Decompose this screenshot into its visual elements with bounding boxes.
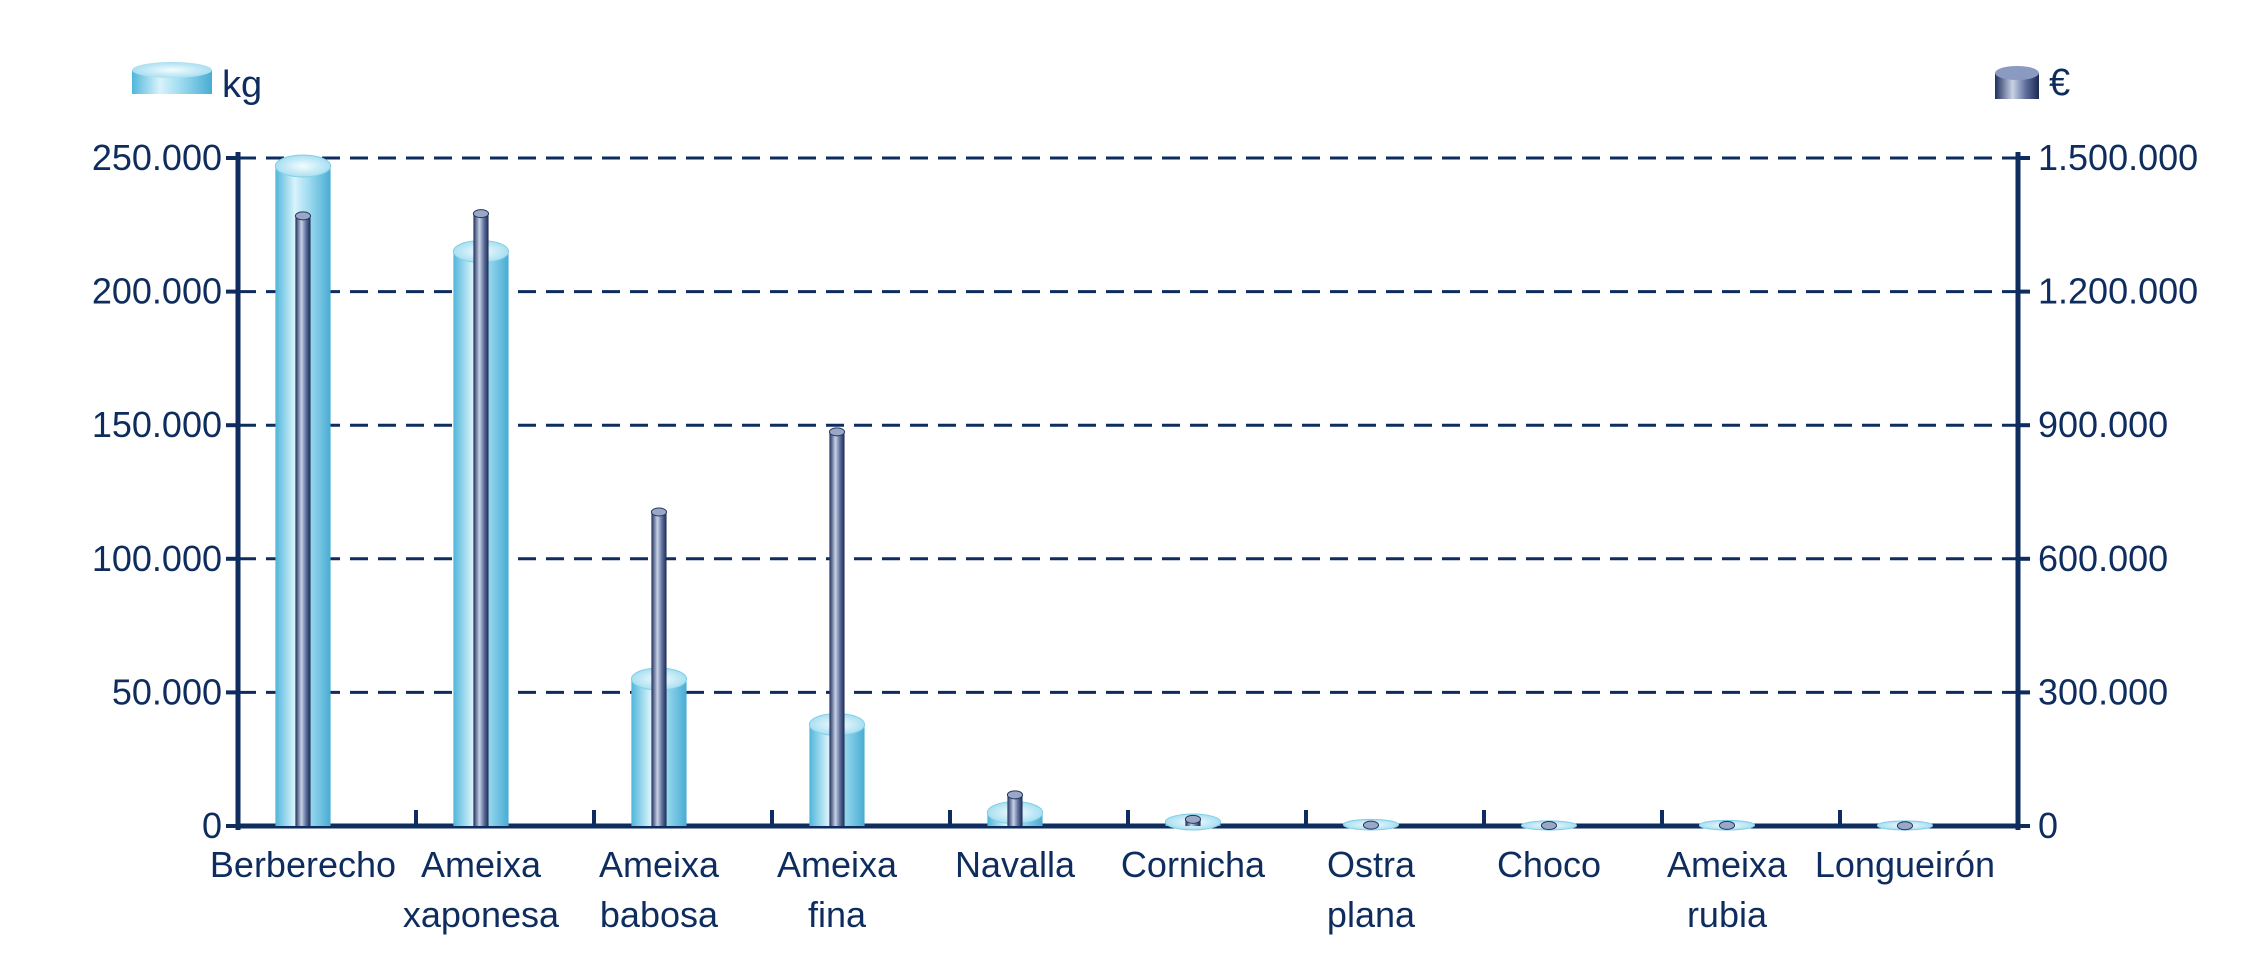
category-label: Berberecho bbox=[210, 844, 396, 885]
gridlines bbox=[238, 156, 2018, 694]
eur-bar bbox=[1007, 794, 1023, 826]
left-tick-label: 100.000 bbox=[92, 538, 222, 579]
kg-bar-top bbox=[274, 154, 332, 178]
left-tick-label: 250.000 bbox=[92, 137, 222, 178]
eur-bar-top bbox=[650, 507, 668, 517]
eur-bar bbox=[651, 512, 667, 826]
eur-bar bbox=[829, 431, 845, 826]
legend-kg: kg bbox=[132, 62, 262, 106]
category-label: Choco bbox=[1497, 844, 1601, 885]
category-label: Cornicha bbox=[1121, 844, 1266, 885]
eur-bar-top bbox=[828, 427, 846, 437]
category-label: fina bbox=[808, 894, 867, 935]
eur-bar bbox=[295, 215, 311, 827]
legend-eur-label: € bbox=[2049, 62, 2070, 104]
right-tick-label: 1.200.000 bbox=[2038, 271, 2198, 312]
left-tick-label: 200.000 bbox=[92, 271, 222, 312]
category-label: xaponesa bbox=[403, 894, 560, 935]
tick-labels: 0 50.000 100.000 150.000 200.000 250.000 0 300.… bbox=[92, 137, 2198, 935]
eur-bar-top bbox=[472, 209, 490, 219]
legend-eur: € bbox=[1995, 62, 2070, 104]
kg-series bbox=[274, 154, 1934, 831]
category-label: Ameixa bbox=[777, 844, 898, 885]
left-tick-label: 0 bbox=[202, 805, 222, 846]
eur-bar-top bbox=[1896, 821, 1914, 831]
eur-bar-top bbox=[294, 211, 312, 221]
left-tick-label: 150.000 bbox=[92, 404, 222, 445]
eur-bar-top bbox=[1006, 790, 1024, 800]
right-tick-label: 900.000 bbox=[2038, 404, 2168, 445]
right-tick-label: 0 bbox=[2038, 805, 2058, 846]
category-label: Ameixa bbox=[421, 844, 542, 885]
legend-kg-label: kg bbox=[222, 64, 262, 106]
eur-bar bbox=[473, 213, 489, 826]
category-label: Navalla bbox=[955, 844, 1076, 885]
eur-bar-top bbox=[1540, 821, 1558, 831]
category-label: plana bbox=[1327, 894, 1416, 935]
eur-series bbox=[294, 209, 1914, 831]
right-tick-label: 1.500.000 bbox=[2038, 137, 2198, 178]
category-label: Ameixa bbox=[1667, 844, 1788, 885]
eur-bar-top bbox=[1184, 814, 1202, 824]
eur-cylinder-icon bbox=[1995, 66, 2039, 99]
eur-bar-top bbox=[1718, 820, 1736, 830]
kg-cylinder-icon bbox=[132, 62, 212, 94]
category-label: Ostra bbox=[1327, 844, 1416, 885]
right-tick-label: 600.000 bbox=[2038, 538, 2168, 579]
category-label: babosa bbox=[600, 894, 719, 935]
eur-bar-top bbox=[1362, 820, 1380, 830]
category-label: rubia bbox=[1687, 894, 1768, 935]
category-label: Ameixa bbox=[599, 844, 720, 885]
category-label: Longueirón bbox=[1815, 844, 1995, 885]
right-tick-label: 300.000 bbox=[2038, 671, 2168, 712]
left-tick-label: 50.000 bbox=[112, 671, 222, 712]
